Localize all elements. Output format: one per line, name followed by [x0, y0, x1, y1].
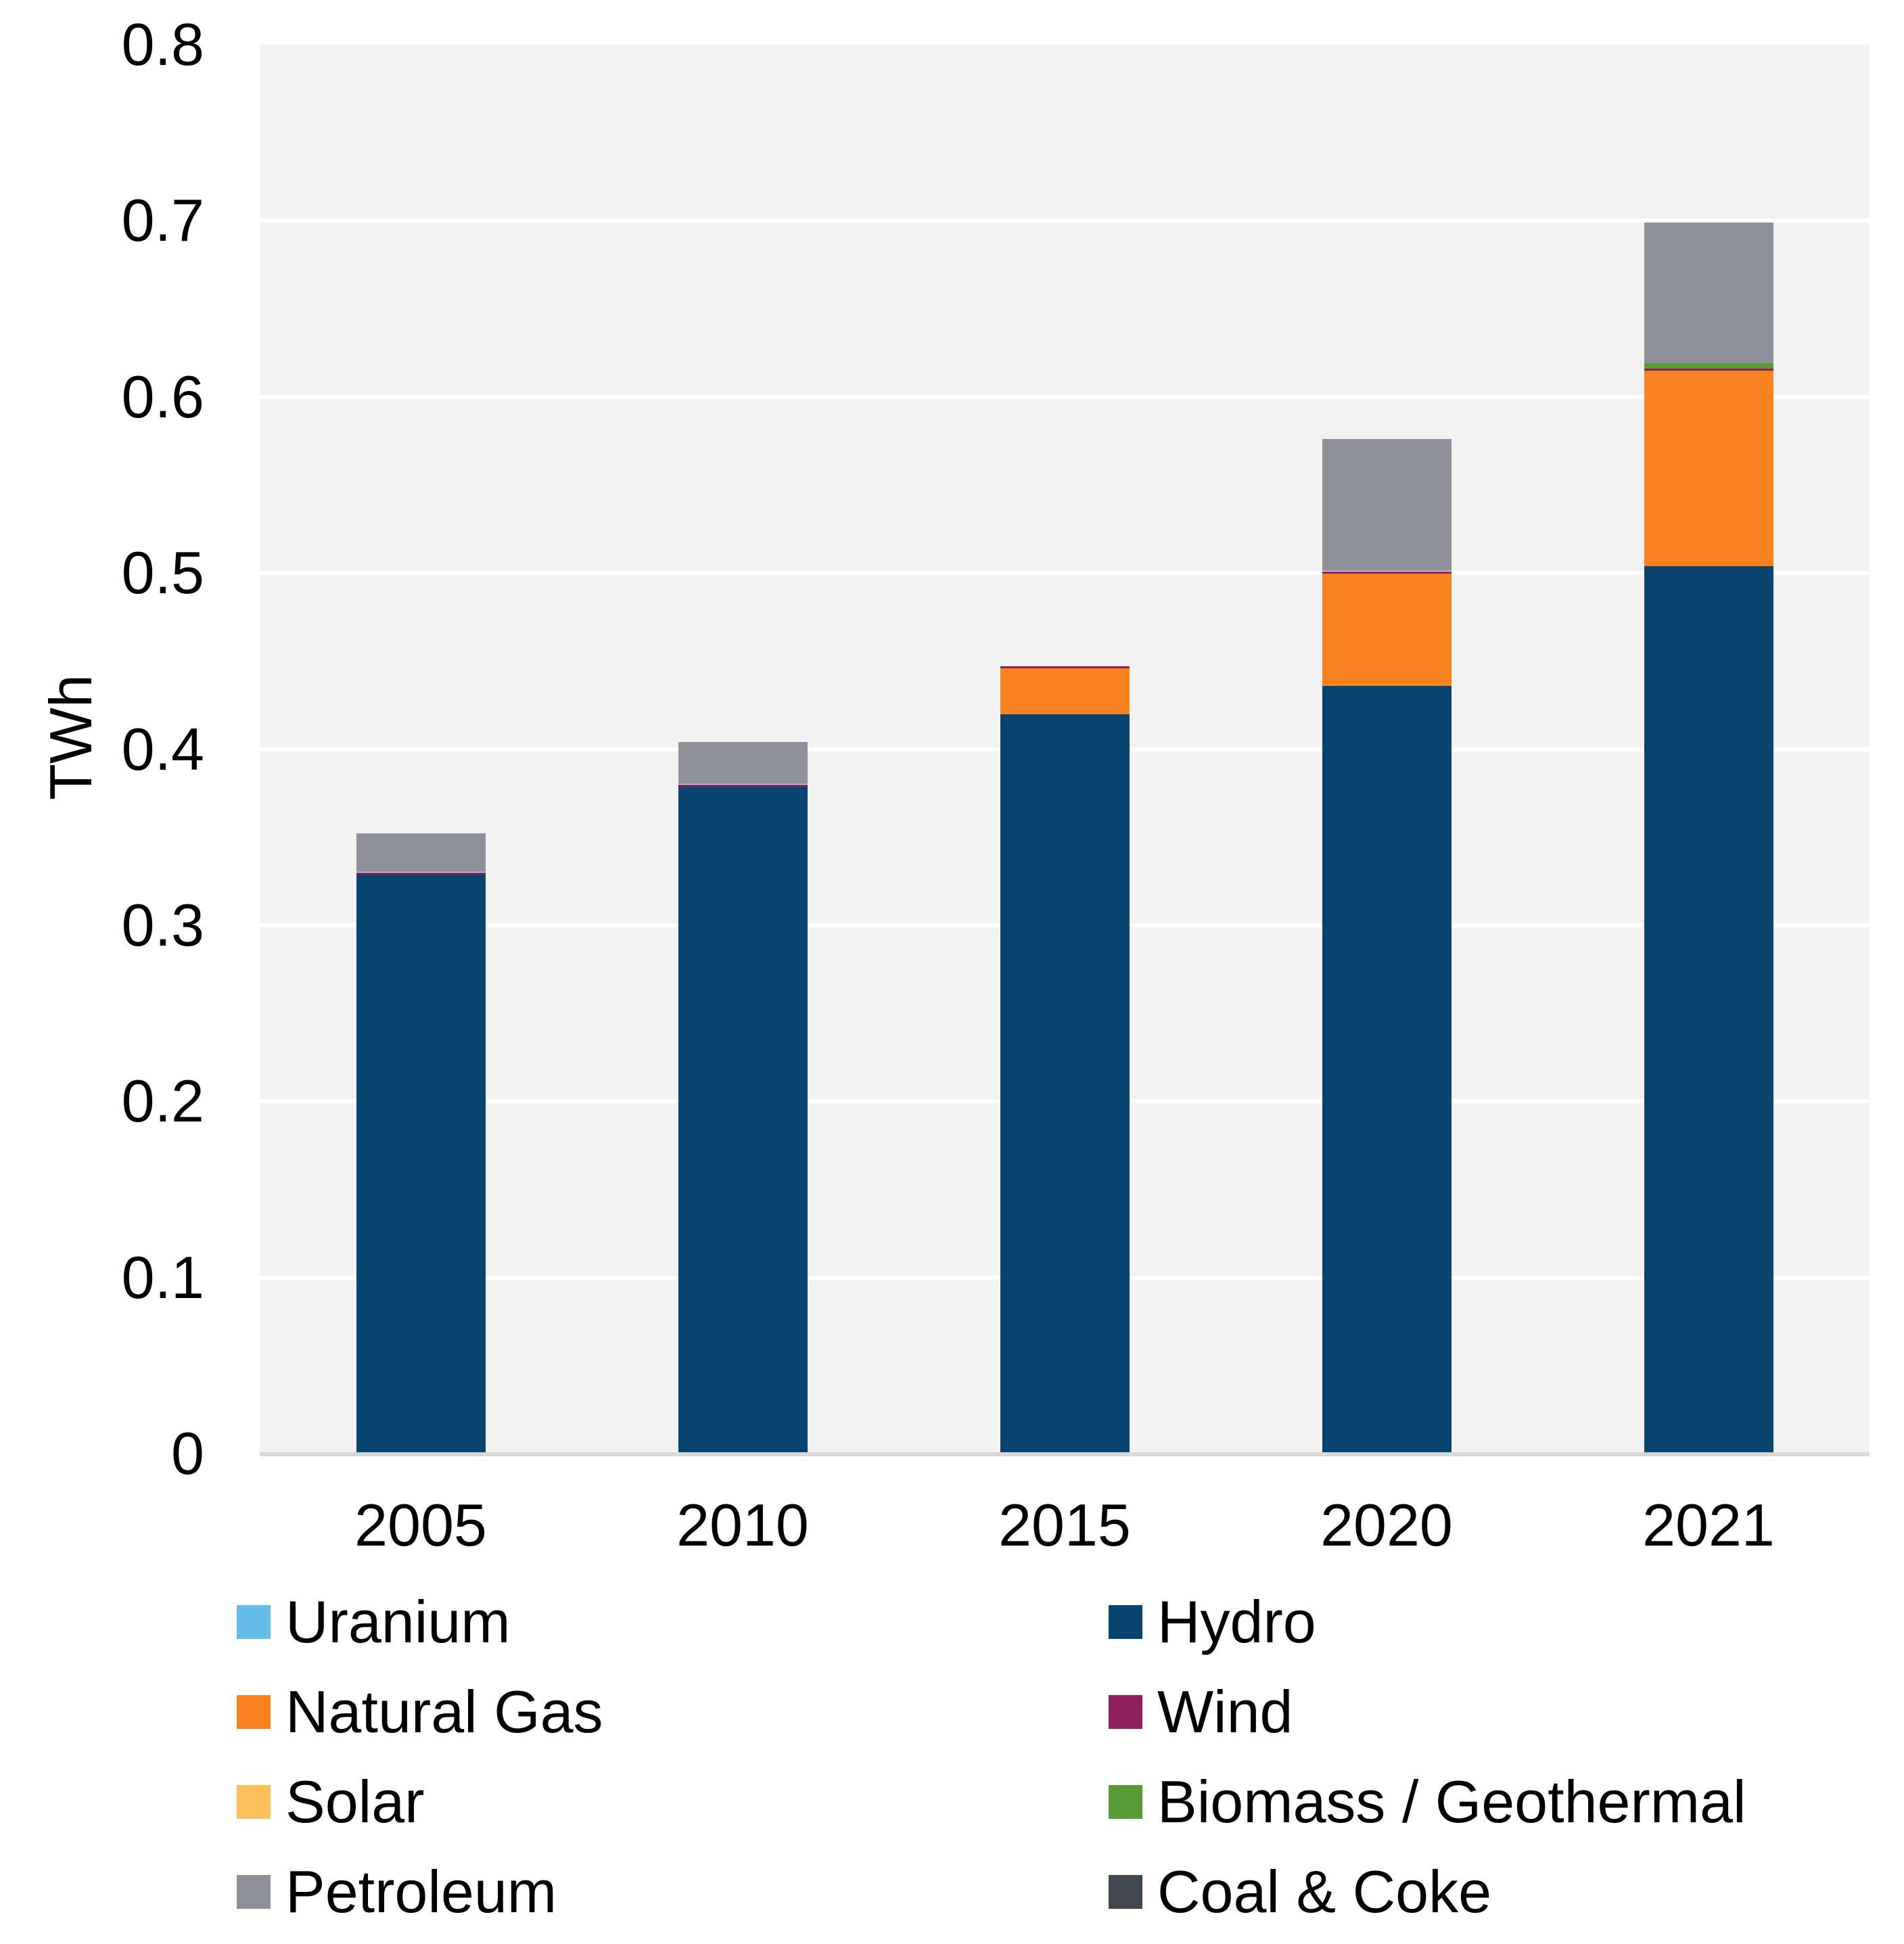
legend-swatch-biomass-geothermal	[1109, 1785, 1142, 1819]
legend-swatch-solar	[237, 1785, 271, 1819]
x-axis-line	[260, 1452, 1870, 1456]
bar-segment-petroleum-2010	[678, 742, 808, 784]
legend-swatch-coal-coke	[1109, 1875, 1142, 1909]
legend-item-hydro: Hydro	[1109, 1588, 1904, 1656]
x-tick-label-2020: 2020	[1320, 1491, 1453, 1558]
x-tick-label-2015: 2015	[998, 1491, 1131, 1558]
bar-segment-petroleum-2020	[1322, 439, 1452, 571]
y-tick-label-0.5: 0.5	[121, 539, 204, 606]
x-tick-label-2021: 2021	[1642, 1491, 1775, 1558]
y-tick-label-0.1: 0.1	[121, 1244, 204, 1311]
legend-label-solar: Solar	[285, 1768, 425, 1835]
bar-segment-hydro-2021	[1644, 566, 1773, 1454]
x-tick-label-2010: 2010	[676, 1491, 809, 1558]
bar-segment-natural-gas-2015	[1000, 668, 1130, 714]
bar-segment-biomass-geothermal-2021	[1644, 363, 1773, 369]
grid-line-0.5	[260, 571, 1870, 575]
legend-item-wind: Wind	[1109, 1678, 1904, 1746]
bar-segment-hydro-2010	[678, 786, 808, 1454]
y-tick-label-0.2: 0.2	[121, 1067, 204, 1134]
bar-segment-hydro-2015	[1000, 714, 1130, 1454]
y-tick-label-0.8: 0.8	[121, 11, 204, 78]
legend-item-petroleum: Petroleum	[237, 1858, 1048, 1926]
legend-label-coal-coke: Coal & Coke	[1157, 1858, 1492, 1925]
legend-swatch-wind	[1109, 1695, 1142, 1729]
legend-swatch-uranium	[237, 1605, 271, 1639]
legend-label-hydro: Hydro	[1157, 1588, 1316, 1655]
y-tick-label-0: 0	[171, 1420, 204, 1487]
legend-swatch-petroleum	[237, 1875, 271, 1909]
legend-item-coal-coke: Coal & Coke	[1109, 1858, 1904, 1926]
legend-item-biomass-geothermal: Biomass / Geothermal	[1109, 1768, 1904, 1836]
bar-segment-wind-2020	[1322, 572, 1452, 574]
y-tick-label-0.4: 0.4	[121, 716, 204, 783]
bar-segment-petroleum-2005	[356, 833, 486, 872]
grid-line-0.6	[260, 395, 1870, 399]
legend-label-wind: Wind	[1157, 1678, 1293, 1745]
legend-label-natural-gas: Natural Gas	[285, 1678, 603, 1745]
legend-label-biomass-geothermal: Biomass / Geothermal	[1157, 1768, 1746, 1835]
legend-item-uranium: Uranium	[237, 1588, 1048, 1656]
x-tick-label-2005: 2005	[354, 1491, 487, 1558]
bar-segment-petroleum-2021	[1644, 223, 1773, 363]
legend-label-petroleum: Petroleum	[285, 1858, 557, 1925]
bar-segment-wind-2015	[1000, 666, 1130, 668]
legend-item-natural-gas: Natural Gas	[237, 1678, 1048, 1746]
bar-segment-natural-gas-2020	[1322, 573, 1452, 686]
bar-segment-natural-gas-2021	[1644, 371, 1773, 566]
legend-swatch-natural-gas	[237, 1695, 271, 1729]
legend-swatch-hydro	[1109, 1605, 1142, 1639]
y-tick-label-0.3: 0.3	[121, 892, 204, 958]
bar-segment-hydro-2020	[1322, 686, 1452, 1454]
y-tick-label-0.7: 0.7	[121, 187, 204, 254]
grid-line-0.7	[260, 218, 1870, 223]
legend-label-uranium: Uranium	[285, 1588, 511, 1655]
bar-segment-wind-2021	[1644, 369, 1773, 371]
y-tick-label-0.6: 0.6	[121, 363, 204, 430]
bar-segment-wind-2005	[356, 873, 486, 875]
bar-segment-hydro-2005	[356, 874, 486, 1454]
bar-segment-wind-2010	[678, 785, 808, 787]
legend-item-solar: Solar	[237, 1768, 1048, 1836]
